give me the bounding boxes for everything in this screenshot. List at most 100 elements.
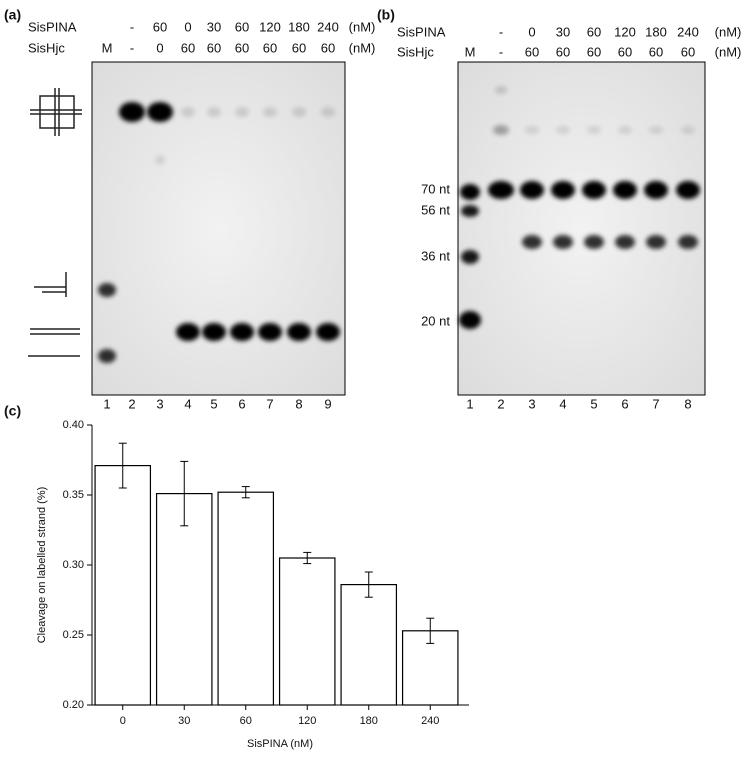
structure-icons [28, 88, 82, 357]
lane-header: 240 [677, 24, 699, 39]
lane-header: 30 [207, 19, 221, 34]
bar [155, 493, 213, 706]
row-label: SisHjc [28, 40, 65, 55]
lane-number: 3 [156, 396, 163, 411]
lane-header: 240 [317, 19, 339, 34]
gel-band [230, 323, 254, 341]
error-bar [364, 571, 373, 598]
y-tick-label: 0.25 [63, 629, 84, 641]
gel-band [646, 235, 666, 249]
lane-header: 180 [645, 24, 667, 39]
lane-header: 60 [618, 44, 632, 59]
lane-header: 60 [649, 44, 663, 59]
lane-header: 60 [181, 40, 195, 55]
gel-band [615, 235, 635, 249]
lane-header: - [499, 24, 503, 39]
lane-number: 7 [652, 396, 659, 411]
lane-header: 120 [614, 24, 636, 39]
gel-band [649, 126, 663, 134]
gel-band [287, 323, 311, 341]
gel-band [551, 181, 575, 199]
lane-header: 30 [556, 24, 570, 39]
lane-number: 5 [210, 396, 217, 411]
x-tick-label: 30 [178, 715, 190, 727]
gel-band [292, 107, 306, 117]
panel-a: (a) SisPINA SisHjc - 60 0 30 60 120 180 240 M - 0 6… [4, 7, 375, 412]
y-tick-label: 0.35 [63, 489, 84, 501]
row-label: SisHjc [397, 44, 434, 59]
gel-band [493, 125, 509, 135]
x-tick-label: 60 [240, 715, 252, 727]
x-axis-label: SisPINA (nM) [247, 738, 313, 750]
lane-header: M [102, 40, 113, 55]
lane-number: 4 [559, 396, 566, 411]
x-tick-label: 240 [421, 715, 439, 727]
gel [457, 61, 706, 396]
lane-number: 5 [590, 396, 597, 411]
lane-header: M [465, 44, 476, 59]
gel-band [556, 126, 570, 134]
lane-header: 60 [207, 40, 221, 55]
y-tick-label: 0.40 [63, 419, 84, 431]
panel-c: (c) SisPINA (nM) Cleavage on labelled st… [4, 403, 469, 750]
lane-header: 60 [525, 44, 539, 59]
size-marker: 56 nt [421, 202, 450, 217]
lane-number: 4 [184, 396, 191, 411]
lane-number: 8 [295, 396, 302, 411]
lane-header: 180 [288, 19, 310, 34]
error-bar [118, 442, 127, 489]
gel-band [98, 349, 116, 363]
gel-band [520, 181, 544, 199]
gel-band [461, 250, 479, 264]
gel-band [176, 323, 200, 341]
lane-header: - [499, 44, 503, 59]
lane-number: 2 [497, 396, 504, 411]
gel-band [461, 205, 479, 217]
lane-number: 6 [238, 396, 245, 411]
gel-band [587, 126, 601, 134]
lane-header: 60 [235, 19, 249, 34]
gel-band [98, 283, 116, 297]
row-label: SisPINA [28, 19, 77, 34]
row-label: SisPINA [397, 24, 446, 39]
bar [217, 491, 275, 706]
gel-band [119, 102, 145, 122]
gel-band [321, 107, 335, 117]
lane-number: 1 [103, 396, 110, 411]
lane-header: 120 [259, 19, 281, 34]
lane-number: 7 [266, 396, 273, 411]
gel-band [207, 107, 221, 117]
lane-header: - [130, 40, 134, 55]
lane-header: 60 [681, 44, 695, 59]
bar [278, 557, 336, 706]
lane-header: 60 [587, 44, 601, 59]
unit: (nM) [349, 40, 376, 55]
lane-header: 0 [528, 24, 535, 39]
lane-header: 60 [263, 40, 277, 55]
error-bar [241, 486, 250, 499]
gel-band [155, 155, 165, 165]
y-axis-label: Cleavage on labelled strand (%) [36, 487, 48, 644]
size-marker: 36 nt [421, 248, 450, 263]
gel-band [495, 86, 507, 94]
x-tick-label: 0 [120, 715, 126, 727]
gel-band [525, 126, 539, 134]
error-bar [426, 617, 435, 644]
gel-band [263, 107, 277, 117]
lane-number: 8 [684, 396, 691, 411]
lane-header: 0 [156, 40, 163, 55]
gel-band [459, 311, 481, 329]
x-tick-label: 180 [360, 715, 378, 727]
gel-band [522, 235, 542, 249]
lane-header: 0 [184, 19, 191, 34]
error-bar [180, 460, 189, 527]
gel-band [202, 323, 226, 341]
lane-header: 60 [556, 44, 570, 59]
gel-band [681, 126, 695, 134]
lane-header: 60 [235, 40, 249, 55]
y-tick-label: 0.30 [63, 559, 84, 571]
panel-label: (b) [377, 7, 395, 23]
error-bar [303, 551, 312, 565]
gel-band [613, 181, 637, 199]
unit: (nM) [715, 44, 742, 59]
